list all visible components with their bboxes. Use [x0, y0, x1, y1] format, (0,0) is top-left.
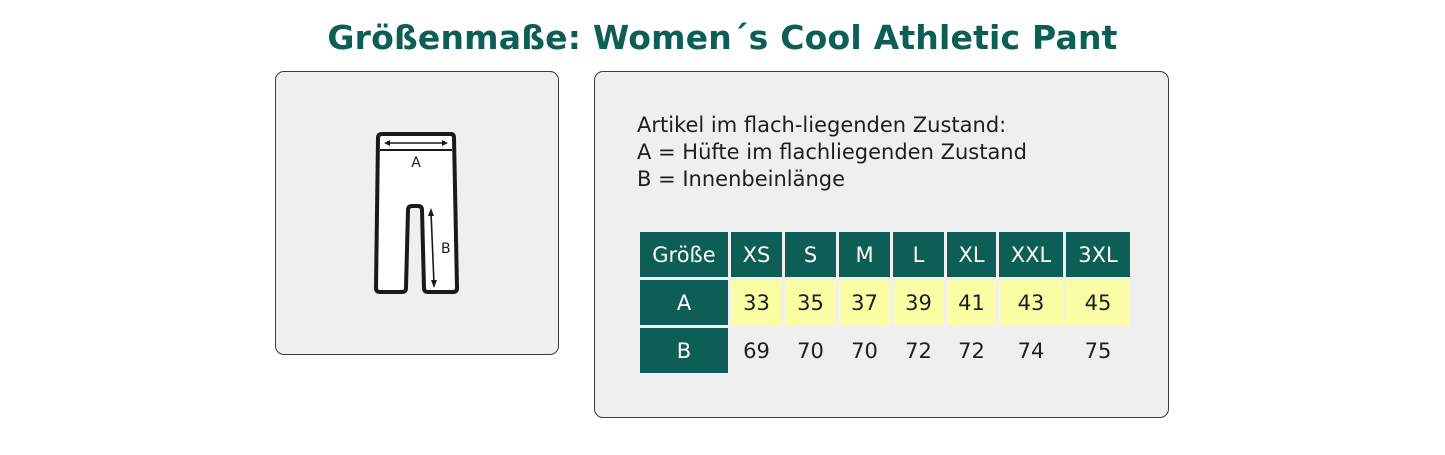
description-line-2: A = Hüfte im flachliegenden Zustand [637, 140, 1027, 164]
table-cell: 70 [797, 338, 824, 363]
page-title: Größenmaße: Women´s Cool Athletic Pant [327, 18, 1118, 57]
size-header-cell: M [839, 232, 890, 277]
table-cell: 39 [893, 280, 944, 325]
illustration-panel: A B [275, 71, 559, 355]
measurement-panel: Artikel im flach-liegenden Zustand: A = … [594, 71, 1169, 418]
size-header-cell: XL [947, 232, 996, 277]
measure-a-label: A [411, 155, 421, 171]
table-cell: 37 [839, 280, 890, 325]
table-cell: 35 [785, 280, 836, 325]
row-label-a: A [640, 280, 728, 325]
table-cell: 45 [1066, 280, 1130, 325]
size-header-row: Größe XS S M L XL XXL 3XL [640, 232, 1130, 277]
size-header-cell: XS [731, 232, 782, 277]
measurement-description: Artikel im flach-liegenden Zustand: A = … [637, 112, 1027, 193]
table-cell: 41 [947, 280, 996, 325]
table-cell: 74 [1017, 338, 1045, 363]
table-cell: 72 [905, 338, 932, 363]
table-row-a: A 33 35 37 39 41 43 45 [640, 280, 1130, 325]
table-cell: 69 [743, 338, 770, 363]
pants-measurement-icon: A B [374, 132, 459, 294]
description-line-3: B = Innenbeinlänge [637, 167, 846, 191]
table-cell: 43 [999, 280, 1063, 325]
size-header-cell: XXL [999, 232, 1063, 277]
row-label-b: B [640, 328, 728, 373]
size-header-cell: 3XL [1066, 232, 1130, 277]
size-table: Größe XS S M L XL XXL 3XL A 33 35 37 39 … [637, 229, 1133, 376]
size-header-label: Größe [640, 232, 728, 277]
table-cell: 33 [731, 280, 782, 325]
table-cell: 75 [1084, 338, 1112, 363]
table-cell: 72 [958, 338, 985, 363]
measure-b-arrow [430, 211, 435, 285]
table-row-b: B 69 70 70 72 72 74 75 [640, 328, 1130, 373]
size-header-cell: S [785, 232, 836, 277]
description-line-1: Artikel im flach-liegenden Zustand: [637, 113, 1007, 137]
measure-b-label: B [441, 241, 451, 257]
table-cell: 70 [851, 338, 878, 363]
size-header-cell: L [893, 232, 944, 277]
